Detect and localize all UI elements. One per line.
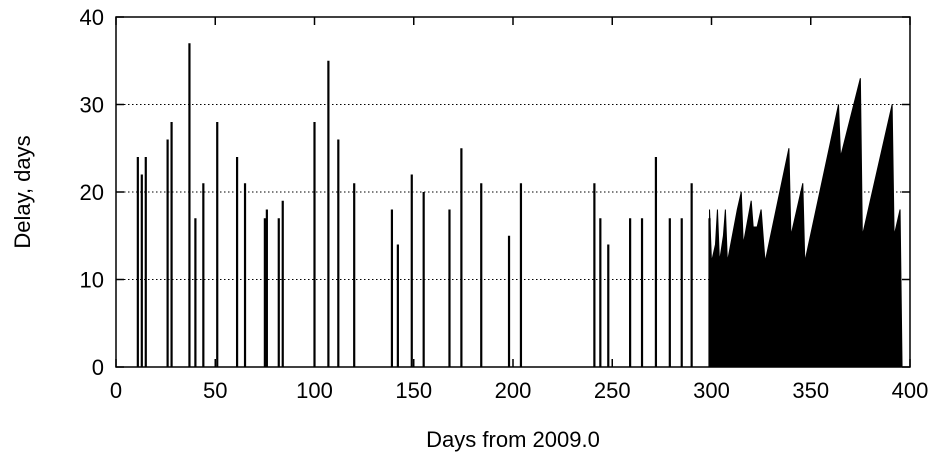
y-tick-label: 0 — [92, 355, 104, 380]
x-tick-label: 400 — [892, 378, 929, 403]
x-tick-labels: 0 50 100 150 200 250 300 350 400 — [110, 378, 928, 403]
y-tick-label: 40 — [80, 5, 104, 30]
y-tick-label: 30 — [80, 93, 104, 118]
x-tick-label: 300 — [693, 378, 730, 403]
x-tick-label: 50 — [203, 378, 227, 403]
x-axis-title: Days from 2009.0 — [426, 427, 600, 452]
x-tick-label: 250 — [594, 378, 631, 403]
x-tick-label: 0 — [110, 378, 122, 403]
x-tick-label: 350 — [792, 378, 829, 403]
ticks — [115, 16, 911, 368]
x-tick-label: 100 — [296, 378, 333, 403]
y-tick-labels: 0 10 20 30 40 — [80, 5, 104, 380]
x-tick-label: 150 — [395, 378, 432, 403]
bars — [136, 43, 903, 368]
gridlines — [116, 104, 910, 280]
dense-bars-region — [709, 78, 903, 368]
y-tick-label: 10 — [80, 268, 104, 293]
y-axis-title: Delay, days — [10, 135, 35, 248]
x-tick-label: 200 — [495, 378, 532, 403]
y-tick-label: 20 — [80, 180, 104, 205]
